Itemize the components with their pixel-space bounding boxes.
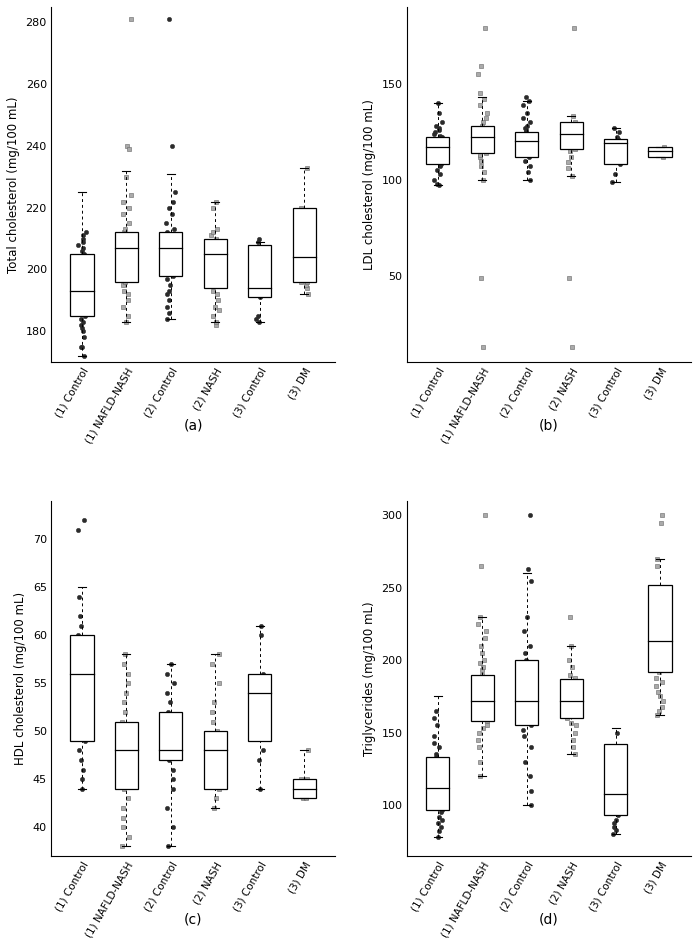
Bar [70, 254, 94, 316]
Bar [159, 233, 182, 275]
Bar [115, 233, 138, 282]
Bar [648, 147, 671, 157]
Bar [470, 126, 494, 153]
Bar [115, 722, 138, 789]
Text: (c): (c) [184, 913, 202, 927]
Bar [604, 745, 627, 815]
Text: (a): (a) [184, 419, 203, 433]
Bar [248, 674, 272, 741]
Bar [248, 245, 272, 297]
Bar [470, 674, 494, 721]
Bar [159, 712, 182, 760]
Bar [560, 679, 583, 718]
Bar [292, 208, 315, 282]
Bar [426, 137, 450, 165]
Bar [515, 660, 538, 726]
Y-axis label: HDL cholesterol (mg/100 mL): HDL cholesterol (mg/100 mL) [14, 592, 27, 765]
Text: (b): (b) [539, 419, 559, 433]
Bar [426, 758, 450, 810]
Bar [648, 585, 671, 672]
Text: (d): (d) [539, 913, 559, 927]
Bar [204, 731, 227, 789]
Bar [560, 122, 583, 149]
Bar [515, 131, 538, 157]
Bar [604, 139, 627, 165]
Bar [292, 780, 315, 798]
Y-axis label: LDL cholesterol (mg/100 mL): LDL cholesterol (mg/100 mL) [363, 99, 376, 270]
Y-axis label: Total cholesterol (mg/100 mL): Total cholesterol (mg/100 mL) [7, 96, 20, 272]
Bar [70, 635, 94, 741]
Y-axis label: Triglycerides (mg/100 mL): Triglycerides (mg/100 mL) [363, 601, 376, 756]
Bar [204, 238, 227, 288]
